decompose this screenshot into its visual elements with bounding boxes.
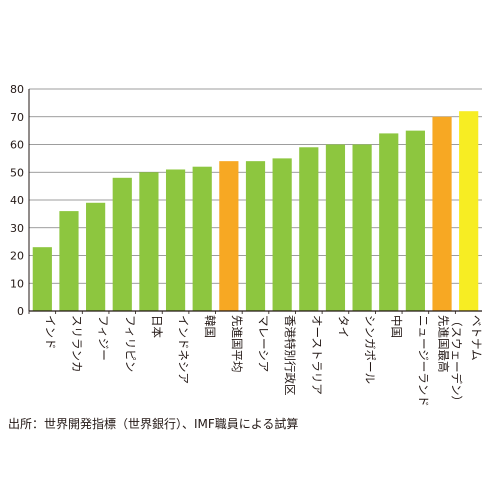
y-tick-label: 30 bbox=[10, 222, 24, 235]
x-tick-label: シンガポール bbox=[363, 315, 377, 384]
bar bbox=[112, 177, 132, 311]
bar bbox=[192, 166, 212, 311]
y-tick-labels: 0 10 20 30 40 50 60 70 80 bbox=[10, 83, 24, 318]
bar bbox=[405, 130, 425, 312]
y-tick-label: 60 bbox=[10, 139, 24, 152]
bar bbox=[59, 211, 79, 311]
bar bbox=[139, 172, 159, 311]
bar bbox=[325, 144, 346, 311]
bar bbox=[379, 133, 399, 311]
x-tick-label: タイ bbox=[336, 315, 350, 338]
x-tick-label: ベトナム bbox=[470, 315, 484, 361]
x-tick-label: 先進国最高 bbox=[437, 315, 451, 373]
x-tick-label: オーストラリア bbox=[310, 315, 324, 395]
x-tick-label: インドネシア bbox=[177, 315, 191, 384]
x-tick-label: マレーシア bbox=[257, 315, 271, 372]
x-tick-label: 先進国平均 bbox=[230, 315, 244, 373]
x-tick-label: 香港特別行政区 bbox=[283, 315, 297, 396]
bar bbox=[272, 158, 292, 312]
bar bbox=[459, 111, 479, 311]
x-tick-label: 韓国 bbox=[203, 315, 217, 338]
bar bbox=[32, 247, 52, 311]
x-tick-label: インド bbox=[43, 315, 57, 350]
y-tick-label: 40 bbox=[10, 194, 24, 207]
x-tick-label: 日本 bbox=[150, 315, 164, 338]
bar bbox=[165, 169, 186, 311]
y-tick-label: 20 bbox=[10, 250, 24, 263]
bar bbox=[299, 147, 319, 311]
y-tick-label: 10 bbox=[10, 277, 24, 290]
x-tick-label: フィリピン bbox=[123, 315, 137, 372]
source-note: 出所：世界開発指標（世界銀行）、IMF職員による試算 bbox=[8, 417, 299, 431]
x-tick-label: フィジー bbox=[97, 315, 111, 361]
bar bbox=[352, 144, 372, 311]
x-tick-label: 中国 bbox=[390, 315, 404, 338]
y-tick-label: 50 bbox=[10, 166, 24, 179]
y-tick-label: 80 bbox=[10, 83, 24, 96]
x-tick-label: ニュージーランド bbox=[416, 315, 430, 407]
bar bbox=[219, 161, 239, 311]
bar bbox=[432, 116, 452, 311]
bars bbox=[32, 111, 479, 312]
bar bbox=[86, 202, 106, 311]
axes bbox=[28, 89, 482, 314]
x-tick-label: スリランカ bbox=[70, 315, 84, 373]
bar bbox=[245, 161, 266, 311]
y-tick-label: 0 bbox=[17, 305, 24, 318]
y-tick-label: 70 bbox=[10, 111, 24, 124]
x-tick-labels: インド スリランカ フィジー フィリピン 日本 インドネシア 韓国 先進国平均 マレーシア 香港特… bbox=[43, 315, 483, 407]
x-tick-label: （スウェーデン） bbox=[450, 315, 464, 407]
